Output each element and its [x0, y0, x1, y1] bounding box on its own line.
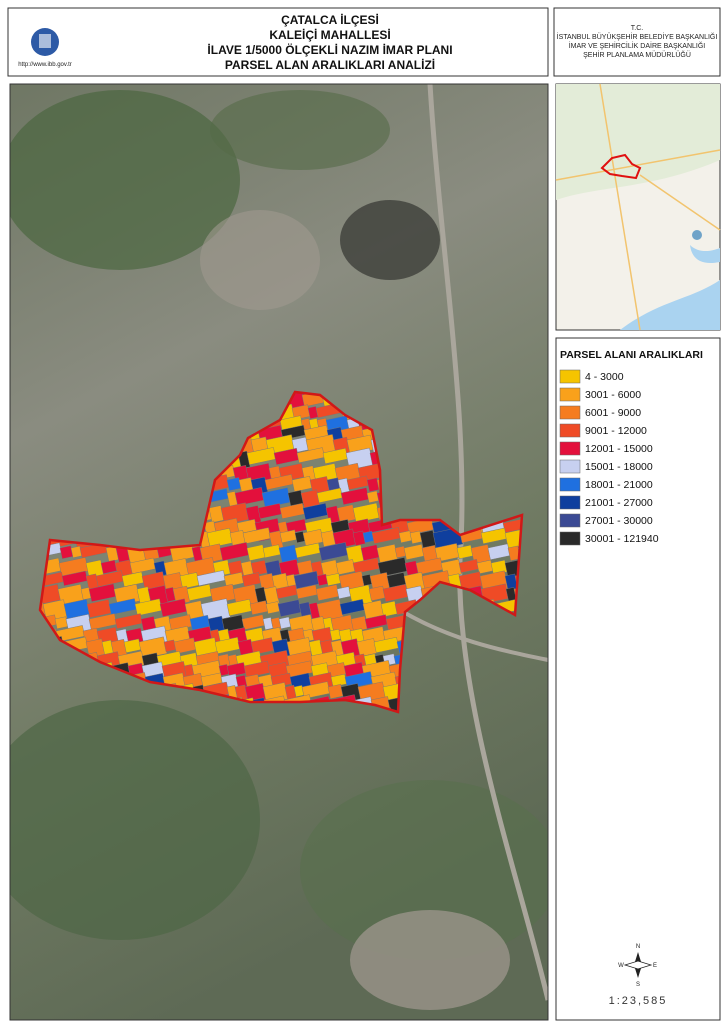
legend-swatch [559, 423, 581, 438]
compass-s: S [636, 982, 640, 988]
parcel [196, 570, 226, 587]
legend-swatch [559, 513, 581, 528]
scale: 1:23,585 [609, 995, 668, 1007]
title-line: KALEİÇİ MAHALLESİ [269, 27, 390, 42]
parcel [380, 600, 398, 617]
parcel [296, 447, 325, 464]
parcel [278, 616, 292, 630]
legend-swatch [559, 369, 581, 384]
legend-label: 12001 - 15000 [585, 443, 653, 455]
legend-label: 30001 - 121940 [585, 533, 659, 545]
logo [31, 28, 59, 56]
legend-label: 4 - 3000 [585, 371, 624, 383]
parcel [264, 474, 294, 491]
legend-label: 27001 - 30000 [585, 515, 653, 527]
institution-line: İSTANBUL BÜYÜKŞEHİR BELEDİYE BAŞKANLIĞI [557, 32, 718, 41]
parcel [59, 545, 74, 559]
header-box [7, 7, 549, 77]
institution-box [553, 7, 721, 77]
parcel [327, 684, 344, 699]
compass-e: E [653, 963, 657, 969]
legend-swatch [559, 477, 581, 492]
institution-line: T.C. [631, 25, 644, 32]
legend-swatch [559, 387, 581, 402]
title-line: İLAVE 1/5000 ÖLÇEKLİ NAZIM İMAR PLANI [207, 42, 452, 57]
legend-swatch [559, 441, 581, 456]
satellite-map [10, 84, 548, 1020]
legend-label: 15001 - 18000 [585, 461, 653, 473]
legend-label: 6001 - 9000 [585, 407, 641, 419]
parcel [163, 639, 177, 653]
map-frame [9, 83, 549, 1021]
parcel [368, 585, 386, 601]
legend-box [555, 337, 721, 1021]
institution-line: İMAR VE ŞEHİRCİLİK DAİRE BAŞKANLIĞI [569, 41, 706, 50]
legend-label: 3001 - 6000 [585, 389, 641, 401]
inset-map [555, 83, 721, 331]
parcel [54, 616, 69, 630]
parcel [226, 477, 242, 491]
legend-label: 18001 - 21000 [585, 479, 653, 491]
compass [623, 952, 653, 978]
logo-url: http://www.ibb.gov.tr [18, 62, 72, 68]
institution-line: ŞEHİR PLANLAMA MÜDÜRLÜĞÜ [583, 50, 691, 59]
legend-title: PARSEL ALANI ARALIKLARI [560, 349, 703, 361]
parcel [366, 490, 380, 504]
compass-n: N [636, 944, 640, 950]
legend-swatch [559, 405, 581, 420]
title-line: ÇATALCA İLÇESİ [281, 12, 379, 27]
legend-label: 21001 - 27000 [585, 497, 653, 509]
parcel [398, 530, 413, 544]
parcel [114, 613, 143, 630]
legend-swatch [559, 459, 581, 474]
title-line: PARSEL ALAN ARALIKLARI ANALİZİ [225, 57, 435, 72]
legend-label: 9001 - 12000 [585, 425, 647, 437]
compass-w: W [618, 963, 624, 969]
legend-swatch [559, 531, 581, 546]
legend-swatch [559, 495, 581, 510]
